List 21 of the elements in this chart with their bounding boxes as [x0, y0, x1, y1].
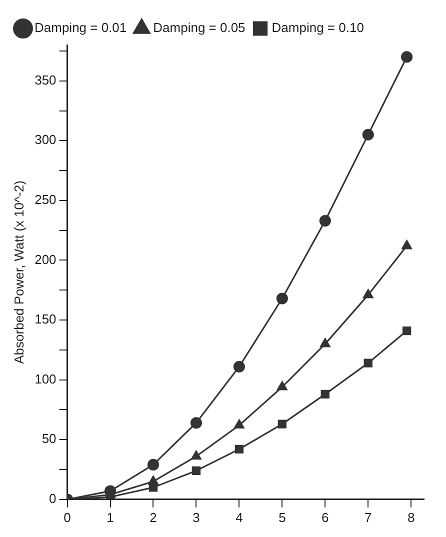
x-tick-label: 7	[364, 510, 372, 525]
x-tick-label: 4	[236, 510, 243, 525]
x-tick-label: 8	[407, 510, 415, 525]
legend-label: Damping = 0.05	[153, 20, 246, 36]
y-tick-label: 50	[42, 431, 56, 446]
y-tick-label: 0	[49, 490, 56, 506]
y-axis-title: Absorbed Power, Watt (x 10^-2)	[11, 180, 26, 364]
y-tick-label: 300	[34, 132, 56, 148]
y-tick-label: 250	[34, 192, 56, 208]
x-tick-label: 5	[278, 510, 286, 525]
x-tick-label: 3	[192, 510, 200, 525]
legend-label: Damping = 0.01	[34, 20, 127, 36]
y-tick-label: 200	[34, 252, 56, 267]
x-tick-label: 2	[150, 510, 157, 525]
x-tick-label: 1	[106, 510, 114, 525]
x-tick-label: 0	[64, 510, 71, 525]
y-tick-label: 100	[34, 371, 56, 386]
y-tick-label: 350	[34, 72, 56, 88]
x-tick-label: 6	[322, 510, 329, 525]
legend-label: Damping = 0.10	[272, 20, 364, 36]
y-tick-label: 150	[34, 312, 56, 327]
